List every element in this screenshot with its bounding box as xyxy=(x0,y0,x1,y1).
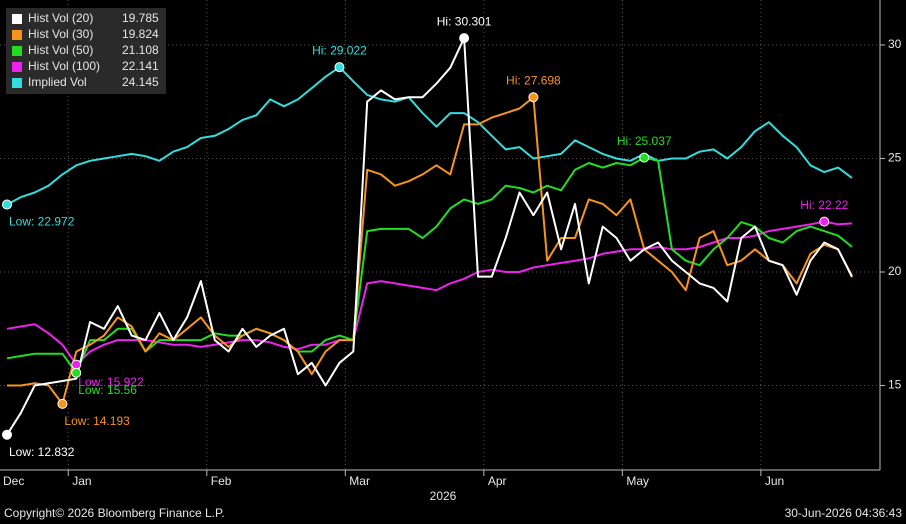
timestamp: 30-Jun-2026 04:36:43 xyxy=(785,506,903,520)
y-tick-label: 15 xyxy=(888,378,902,392)
legend-label: Hist Vol (20) xyxy=(28,11,93,25)
annotation-label: Low: 15.922 xyxy=(78,375,144,389)
legend-value: 19.785 xyxy=(122,11,159,25)
y-tick-label: 25 xyxy=(888,151,902,165)
annotation-label: Hi: 25.037 xyxy=(617,134,672,148)
legend-swatch xyxy=(12,62,22,72)
series-line xyxy=(7,96,853,405)
legend-label: Hist Vol (100) xyxy=(28,59,100,73)
legend-value: 24.145 xyxy=(122,75,159,89)
annotation-point xyxy=(528,92,539,103)
x-tick-label: Feb xyxy=(211,474,232,488)
annotation-point xyxy=(71,367,82,378)
annotation-point xyxy=(334,62,345,73)
x-tick-label: Jun xyxy=(765,474,784,488)
legend-box xyxy=(6,8,166,94)
legend-label: Implied Vol xyxy=(28,75,87,89)
legend-label: Hist Vol (50) xyxy=(28,43,93,57)
legend-value: 21.108 xyxy=(122,43,159,57)
annotation-point xyxy=(57,398,68,409)
annotation-point xyxy=(2,429,12,440)
legend-label: Hist Vol (30) xyxy=(28,27,93,41)
series-line xyxy=(6,220,853,366)
annotation-label: Hi: 22.22 xyxy=(800,198,848,212)
annotation-label: Low: 22.972 xyxy=(9,215,75,229)
annotation-point xyxy=(71,359,82,370)
annotation-point xyxy=(2,199,12,210)
y-tick-label: 30 xyxy=(888,37,902,51)
legend: Hist Vol (20) 19.785 Hist Vol (30) 19.824 Hi… xyxy=(6,8,166,94)
annotation-point xyxy=(639,152,650,163)
x-tick-label: Jan xyxy=(72,474,91,488)
annotation-label: Hi: 29.022 xyxy=(312,43,367,57)
series-line xyxy=(6,37,853,436)
y-tick-label: 20 xyxy=(888,264,902,278)
x-tick-label: May xyxy=(626,474,649,488)
legend-swatch xyxy=(12,78,22,88)
annotation-label: Low: 12.832 xyxy=(9,445,75,459)
x-tick-label: Apr xyxy=(488,474,507,488)
legend-swatch xyxy=(12,14,22,24)
series-line xyxy=(6,66,853,206)
legend-value: 19.824 xyxy=(122,27,159,41)
legend-value: 22.141 xyxy=(122,59,159,73)
annotation-point xyxy=(459,33,470,44)
x-tick-label: Mar xyxy=(349,474,370,488)
legend-swatch xyxy=(12,46,22,56)
annotation-label: Low: 15.56 xyxy=(78,383,137,397)
annotation-label: Hi: 27.698 xyxy=(506,73,561,87)
x-tick-label: Dec xyxy=(3,474,24,488)
annotation-label: Hi: 30.301 xyxy=(437,14,492,28)
x-group-label: 2026 xyxy=(430,489,457,503)
copyright: Copyright© 2026 Bloomberg Finance L.P. xyxy=(4,506,225,520)
annotation-label: Low: 14.193 xyxy=(64,414,130,428)
legend-swatch xyxy=(12,30,22,40)
annotation-point xyxy=(819,216,830,227)
